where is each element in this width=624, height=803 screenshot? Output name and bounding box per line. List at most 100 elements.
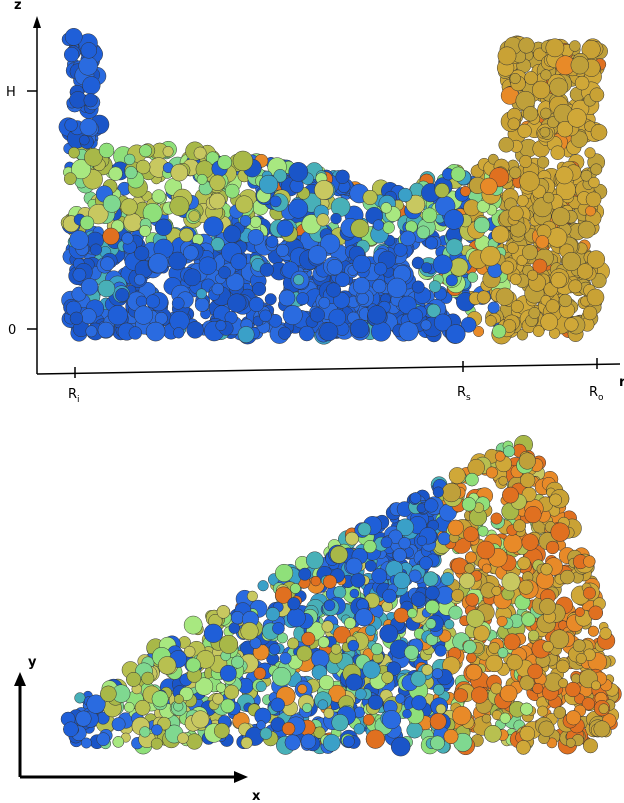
particle [510, 73, 521, 84]
particle [317, 214, 330, 227]
particle [446, 325, 465, 344]
tick-label: Ri [68, 387, 80, 405]
particle [569, 280, 582, 293]
particle [566, 711, 581, 726]
particle [459, 573, 475, 589]
particle [594, 721, 610, 737]
particle [348, 640, 359, 651]
particle [546, 541, 559, 554]
particle [288, 638, 299, 649]
particle [374, 262, 387, 275]
particle [519, 453, 536, 470]
particle [501, 261, 514, 274]
particle [319, 675, 334, 690]
particle [588, 626, 598, 636]
particle [396, 694, 406, 704]
particle [454, 689, 468, 703]
particle [173, 327, 184, 338]
particle [432, 668, 442, 678]
particle [81, 308, 97, 324]
particle [236, 196, 253, 213]
particle [152, 190, 166, 204]
particle [551, 523, 570, 542]
y-arrow [14, 672, 26, 686]
particle [568, 109, 587, 128]
particle [411, 592, 426, 607]
particle [569, 41, 580, 52]
particle [537, 706, 548, 717]
particle [271, 698, 285, 712]
particle [186, 658, 200, 672]
particle [136, 296, 147, 307]
particle [184, 269, 201, 286]
particle [575, 608, 584, 617]
particle [549, 494, 561, 506]
particle [70, 312, 83, 325]
particle [371, 643, 383, 655]
particle [139, 225, 150, 236]
particle [465, 552, 476, 563]
particle [76, 711, 92, 727]
particle [466, 473, 479, 486]
particle [344, 618, 355, 629]
particle [331, 213, 342, 224]
particle [445, 620, 455, 630]
particle [331, 644, 341, 654]
particle [324, 708, 334, 718]
particle [381, 203, 392, 214]
particle [383, 589, 397, 603]
particle [537, 156, 549, 168]
particle [233, 151, 253, 171]
particle [412, 695, 427, 710]
particle [474, 625, 490, 641]
particle [556, 167, 573, 184]
particle [586, 192, 601, 207]
axis-label: z [14, 0, 22, 13]
particle [499, 137, 514, 152]
particle [551, 146, 565, 160]
particle [250, 216, 261, 227]
particle [163, 146, 173, 156]
particle [199, 257, 217, 275]
particle [373, 279, 387, 293]
particle [146, 322, 165, 341]
particle [463, 640, 476, 653]
particle [566, 738, 575, 747]
particle [466, 653, 476, 663]
particle [197, 174, 207, 184]
particle [310, 308, 325, 323]
top-view-particles [61, 435, 621, 756]
particle [266, 607, 280, 621]
particle [218, 266, 230, 278]
particle [187, 322, 204, 339]
particle [294, 275, 304, 285]
particle [600, 628, 612, 640]
particle [539, 721, 555, 737]
particle [241, 737, 252, 748]
particle [204, 624, 223, 643]
particle [409, 570, 421, 582]
particle [533, 326, 544, 337]
tick-label: Ro [589, 385, 604, 403]
particle [84, 94, 98, 108]
particle [326, 283, 341, 298]
particle [423, 572, 438, 587]
particle [391, 737, 410, 756]
particle [559, 294, 572, 307]
particle [280, 653, 292, 665]
particle [430, 713, 446, 729]
particle [90, 244, 102, 256]
particle [518, 557, 531, 570]
particle [573, 640, 585, 652]
particle [336, 170, 350, 184]
particle [429, 281, 441, 293]
particle [387, 278, 407, 298]
particle [520, 703, 532, 715]
particle [578, 221, 595, 238]
particle [403, 709, 412, 718]
particle [247, 591, 257, 601]
particle [224, 685, 238, 699]
particle [332, 714, 349, 731]
particle [477, 291, 490, 304]
axis-label: y [28, 655, 37, 670]
